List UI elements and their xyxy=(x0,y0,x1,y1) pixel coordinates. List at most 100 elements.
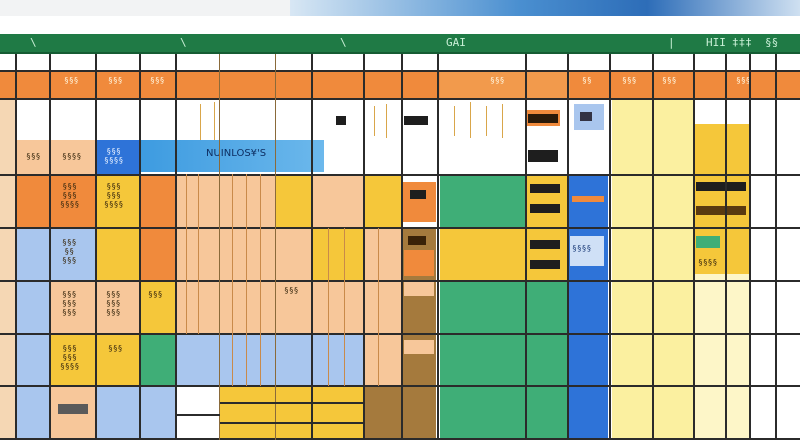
column-header-label[interactable]: §§§ xyxy=(622,76,637,85)
ribbon-toolbar: \ \ \ GAI | HII ‡‡‡ §§ xyxy=(0,34,800,54)
hatch xyxy=(186,174,187,334)
cell[interactable] xyxy=(404,282,434,296)
cell[interactable] xyxy=(312,174,364,228)
cell-value: §§§§ xyxy=(698,258,718,267)
cell[interactable] xyxy=(568,386,608,440)
cell[interactable] xyxy=(364,386,436,440)
cell[interactable] xyxy=(176,174,276,228)
grid-line xyxy=(437,54,439,440)
toolbar-label[interactable]: §§ xyxy=(765,36,779,49)
grid-line xyxy=(0,227,800,229)
marker xyxy=(696,206,746,215)
toolbar-label[interactable]: GAI xyxy=(446,36,466,49)
cell[interactable] xyxy=(50,228,96,280)
cell[interactable] xyxy=(140,386,176,440)
column-header-label[interactable]: §§ xyxy=(582,76,592,85)
cell[interactable] xyxy=(96,386,140,440)
column-header-label[interactable]: §§§ xyxy=(662,76,677,85)
toolbar-label[interactable]: ‡‡‡ xyxy=(732,36,752,49)
grid-line xyxy=(725,54,727,440)
grid-line xyxy=(0,333,800,335)
grid-line xyxy=(775,54,777,440)
cell[interactable] xyxy=(96,140,140,174)
cell[interactable] xyxy=(312,228,364,280)
grid-line xyxy=(0,70,800,72)
cell[interactable] xyxy=(364,228,402,280)
column-header-label[interactable]: §§§ xyxy=(736,76,751,85)
cell[interactable] xyxy=(402,182,436,222)
cell[interactable] xyxy=(50,140,96,174)
cell[interactable] xyxy=(176,280,364,334)
cell[interactable] xyxy=(96,334,140,386)
column-fill xyxy=(694,274,750,440)
column-header-label[interactable]: §§§ xyxy=(150,76,165,85)
grid-line xyxy=(0,385,800,387)
grid-line xyxy=(567,54,569,440)
hatch xyxy=(378,228,379,386)
marker xyxy=(580,112,592,121)
cell[interactable] xyxy=(364,334,402,386)
marker xyxy=(572,196,604,202)
cell[interactable] xyxy=(176,334,364,386)
column-header-label[interactable]: §§§ xyxy=(64,76,79,85)
cell[interactable] xyxy=(526,174,568,228)
cell[interactable] xyxy=(276,174,312,228)
cell[interactable] xyxy=(16,140,50,174)
cell[interactable] xyxy=(50,174,96,228)
info-box[interactable] xyxy=(570,236,604,266)
cell[interactable] xyxy=(364,174,402,228)
chart-tick xyxy=(470,102,471,138)
cell[interactable] xyxy=(440,228,526,280)
cell[interactable] xyxy=(440,386,568,440)
cell[interactable] xyxy=(96,280,140,334)
chart-tick xyxy=(502,104,503,138)
selected-range-banner[interactable]: ΝUIΝLOS¥'S xyxy=(140,140,324,172)
cell[interactable] xyxy=(140,334,176,386)
toolbar-label[interactable]: HII xyxy=(706,36,726,49)
cell[interactable] xyxy=(16,174,50,228)
marker xyxy=(528,114,558,123)
cell[interactable] xyxy=(364,280,402,334)
cell[interactable] xyxy=(50,334,96,386)
cell[interactable] xyxy=(140,228,176,280)
cell[interactable] xyxy=(140,280,176,334)
chart-tick xyxy=(486,106,487,136)
toolbar-mark[interactable]: \ xyxy=(30,36,37,49)
hatch xyxy=(344,228,345,386)
column-header[interactable] xyxy=(440,70,570,98)
cell[interactable] xyxy=(440,280,568,334)
grid-line xyxy=(175,54,177,440)
toolbar-mark[interactable]: \ xyxy=(180,36,187,49)
cell[interactable] xyxy=(50,280,96,334)
cell[interactable] xyxy=(176,228,312,280)
marker xyxy=(404,116,428,125)
cell[interactable] xyxy=(568,334,608,386)
chart-tick xyxy=(374,106,375,136)
toolbar-mark[interactable]: | xyxy=(668,36,675,49)
spreadsheet-grid[interactable]: §§§ §§§ §§§ §§§ §§ §§§ §§§ §§§ §§§ §§§§ … xyxy=(0,54,800,440)
column-header-label[interactable]: §§§ xyxy=(108,76,123,85)
hatch xyxy=(198,174,199,334)
cell[interactable] xyxy=(96,228,140,280)
cell[interactable] xyxy=(16,386,50,440)
cell-highlight[interactable] xyxy=(404,250,434,276)
cell[interactable] xyxy=(140,174,176,228)
toolbar-mark[interactable]: \ xyxy=(340,36,347,49)
marker xyxy=(696,182,746,191)
cell[interactable] xyxy=(220,386,364,440)
cell[interactable] xyxy=(568,280,608,334)
cell[interactable] xyxy=(440,334,568,386)
cell[interactable] xyxy=(16,228,50,280)
cell-value: §§§ xyxy=(284,286,299,295)
cell[interactable] xyxy=(16,334,50,386)
cell[interactable] xyxy=(440,174,526,228)
cell[interactable] xyxy=(96,174,140,228)
chart-tick xyxy=(214,102,215,140)
cell[interactable] xyxy=(404,340,434,354)
chart-block[interactable] xyxy=(694,124,750,274)
cell-value: §§§ xyxy=(26,152,41,161)
cell[interactable] xyxy=(526,228,568,280)
cell[interactable] xyxy=(16,280,50,334)
cell[interactable] xyxy=(176,386,220,440)
column-header-label[interactable]: §§§ xyxy=(490,76,505,85)
